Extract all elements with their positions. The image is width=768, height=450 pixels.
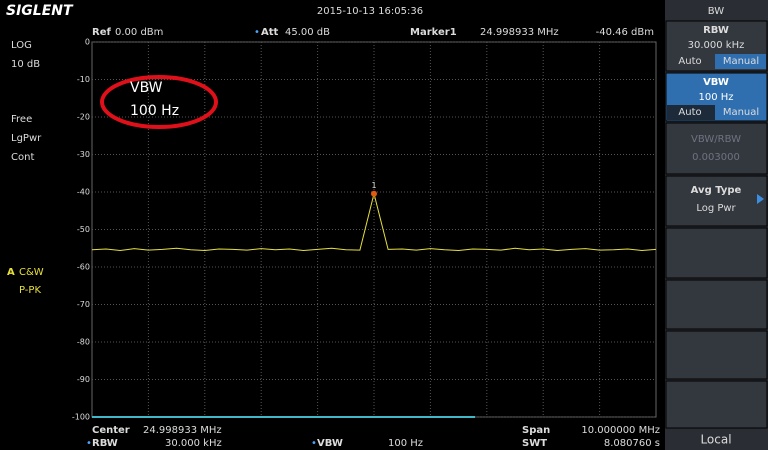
key-bg — [665, 122, 768, 175]
softkey-menu: BW RBW 30.000 kHz Auto Manual VBW 100 Hz… — [665, 0, 768, 450]
submenu-arrow — [757, 194, 764, 204]
y-tick-label: -70 — [77, 300, 90, 309]
empty-key[interactable] — [665, 330, 768, 380]
empty-key[interactable] — [665, 227, 768, 279]
logo: SIGLENT — [6, 3, 74, 19]
ratio-key[interactable]: VBW/RBW 0.003000 — [665, 122, 768, 175]
att-label: Att — [261, 27, 279, 38]
ref-label: Ref — [92, 27, 111, 38]
empty-key[interactable] — [665, 380, 768, 429]
option: Manual — [723, 107, 759, 118]
key-bg — [665, 175, 768, 227]
span-value: 10.000000 MHz — [581, 425, 660, 436]
selected-option — [715, 54, 766, 69]
key-label: VBW/RBW — [691, 134, 741, 145]
trace-mode: A — [7, 267, 15, 278]
status-item: Free — [11, 114, 32, 125]
rbw-value: 30.000 kHz — [165, 438, 222, 449]
att-dot: • — [254, 27, 260, 38]
rbw-key[interactable]: RBW 30.000 kHz Auto Manual — [665, 20, 768, 72]
center-value: 24.998933 MHz — [143, 425, 222, 436]
swt-value: 8.080760 s — [604, 438, 660, 449]
scale-div: 10 dB — [11, 59, 40, 70]
y-tick-label: -80 — [77, 338, 90, 347]
y-tick-label: -50 — [77, 225, 90, 234]
key-label: VBW — [703, 77, 729, 88]
status-item: Cont — [11, 152, 34, 163]
empty-key[interactable] — [665, 279, 768, 330]
y-tick-label: -30 — [77, 150, 90, 159]
vbw-key[interactable]: VBW 100 Hz Auto Manual — [665, 72, 768, 122]
vbw-dot: • — [311, 438, 317, 449]
key-label: Avg Type — [691, 185, 742, 196]
option: Auto — [678, 107, 701, 118]
key-value: 100 Hz — [698, 92, 733, 103]
avg-key[interactable]: Avg Type Log Pwr — [665, 175, 768, 227]
scale: LOG — [11, 40, 32, 51]
annotation-line: VBW — [130, 80, 163, 96]
y-tick-label: -90 — [77, 375, 90, 384]
key-value: Log Pwr — [696, 203, 736, 214]
datetime: 2015-10-13 16:05:36 — [317, 6, 423, 17]
option: Auto — [678, 56, 701, 67]
local-status: Local — [700, 433, 731, 447]
marker-freq: 24.998933 MHz — [480, 27, 559, 38]
y-tick-label: -10 — [77, 75, 90, 84]
marker-label: Marker1 — [410, 27, 457, 38]
detector: P-PK — [19, 285, 41, 296]
att-value: 45.00 dB — [285, 27, 330, 38]
status-item: LgPwr — [11, 133, 42, 144]
annotation-line: 100 Hz — [130, 103, 179, 119]
rbw-label: RBW — [92, 438, 118, 449]
vbw-value: 100 Hz — [388, 438, 423, 449]
y-tick-label: -100 — [72, 413, 90, 422]
ref-value: 0.00 dBm — [115, 27, 163, 38]
option: Manual — [723, 56, 759, 67]
center-label: Center — [92, 425, 130, 436]
y-tick-label: -60 — [77, 263, 90, 272]
key-value: 0.003000 — [692, 152, 740, 163]
marker-number: 1 — [371, 181, 376, 190]
option-bg — [667, 105, 715, 120]
marker-level: -40.46 dBm — [596, 27, 654, 38]
y-tick-label: -40 — [77, 188, 90, 197]
marker-point — [371, 190, 377, 197]
vbw-label: VBW — [317, 438, 343, 449]
rbw-dot: • — [86, 438, 92, 449]
menu-title: BW — [708, 6, 725, 17]
key-label: RBW — [703, 25, 729, 36]
key-value: 30.000 kHz — [688, 40, 745, 51]
y-tick-label: -20 — [77, 113, 90, 122]
swt-label: SWT — [522, 438, 547, 449]
trace-type: C&W — [19, 267, 44, 278]
highlight-ellipse — [100, 75, 218, 129]
span-label: Span — [522, 425, 550, 436]
y-tick-label: 0 — [85, 38, 90, 47]
